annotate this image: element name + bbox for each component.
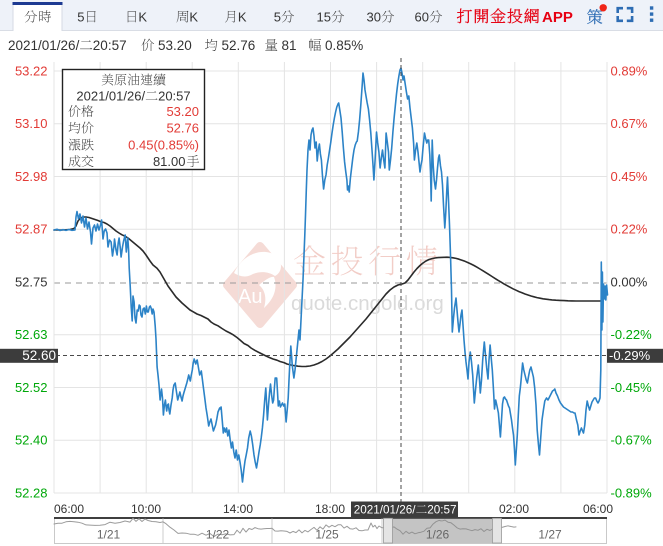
svg-text:1/26: 1/26 bbox=[426, 528, 450, 542]
svg-text:0.89%: 0.89% bbox=[611, 64, 648, 79]
svg-text:0.45(0.85%): 0.45(0.85%) bbox=[128, 138, 199, 153]
svg-text:-0.29%: -0.29% bbox=[609, 348, 651, 363]
svg-text:60: 60 bbox=[415, 10, 429, 25]
svg-text:20:57: 20:57 bbox=[93, 38, 127, 53]
svg-text:18:00: 18:00 bbox=[315, 502, 345, 516]
svg-text:53.20: 53.20 bbox=[166, 104, 199, 119]
svg-text:06:00: 06:00 bbox=[54, 502, 84, 516]
svg-text:52.28: 52.28 bbox=[15, 486, 48, 501]
svg-text:52.87: 52.87 bbox=[15, 222, 48, 237]
svg-text:52.52: 52.52 bbox=[15, 380, 48, 395]
svg-text:2021/01/26/: 2021/01/26/ bbox=[76, 89, 145, 104]
svg-text:2021/01/26/: 2021/01/26/ bbox=[354, 504, 416, 517]
svg-text:81.00: 81.00 bbox=[153, 154, 186, 169]
svg-text:52.98: 52.98 bbox=[15, 169, 48, 184]
svg-text:06:00: 06:00 bbox=[583, 502, 613, 516]
svg-text:52.63: 52.63 bbox=[15, 327, 48, 342]
svg-text:02:00: 02:00 bbox=[499, 502, 529, 516]
svg-text:0.00%: 0.00% bbox=[611, 275, 648, 290]
svg-text:0.85%: 0.85% bbox=[325, 38, 363, 53]
svg-text:1/25: 1/25 bbox=[315, 528, 339, 542]
svg-text:15: 15 bbox=[317, 10, 331, 25]
svg-text:quote.cngold.org: quote.cngold.org bbox=[291, 292, 444, 315]
svg-text:0.45%: 0.45% bbox=[611, 169, 648, 184]
svg-text:53.22: 53.22 bbox=[15, 64, 48, 79]
svg-text:52.76: 52.76 bbox=[166, 121, 199, 136]
svg-text:-0.89%: -0.89% bbox=[611, 486, 653, 501]
svg-text:-0.67%: -0.67% bbox=[611, 433, 653, 448]
svg-text:10:00: 10:00 bbox=[131, 502, 161, 516]
svg-text:0.67%: 0.67% bbox=[611, 116, 648, 131]
svg-text:-0.45%: -0.45% bbox=[611, 380, 653, 395]
svg-text:2021/01/26/: 2021/01/26/ bbox=[8, 38, 80, 53]
svg-text:52.60: 52.60 bbox=[22, 348, 56, 363]
svg-text:APP: APP bbox=[542, 9, 573, 26]
svg-text:52.76: 52.76 bbox=[222, 38, 256, 53]
svg-text:20:57: 20:57 bbox=[427, 504, 456, 517]
svg-text:Au: Au bbox=[238, 286, 262, 308]
svg-text:K: K bbox=[189, 10, 198, 25]
svg-text:K: K bbox=[238, 10, 247, 25]
svg-text:52.75: 52.75 bbox=[15, 275, 48, 290]
svg-text:0.22%: 0.22% bbox=[611, 222, 648, 237]
svg-text:20:57: 20:57 bbox=[158, 89, 191, 104]
svg-text:52.40: 52.40 bbox=[15, 433, 48, 448]
svg-text:K: K bbox=[138, 10, 147, 25]
svg-text:5: 5 bbox=[77, 10, 84, 25]
svg-text:1/22: 1/22 bbox=[206, 528, 230, 542]
svg-text:53.10: 53.10 bbox=[15, 116, 48, 131]
svg-text:14:00: 14:00 bbox=[223, 502, 253, 516]
svg-text:81: 81 bbox=[282, 38, 297, 53]
svg-text:30: 30 bbox=[367, 10, 381, 25]
svg-text:-0.22%: -0.22% bbox=[611, 327, 653, 342]
svg-text:5: 5 bbox=[274, 10, 281, 25]
svg-text:1/27: 1/27 bbox=[538, 528, 562, 542]
svg-text:53.20: 53.20 bbox=[158, 38, 192, 53]
svg-text:1/21: 1/21 bbox=[97, 528, 121, 542]
